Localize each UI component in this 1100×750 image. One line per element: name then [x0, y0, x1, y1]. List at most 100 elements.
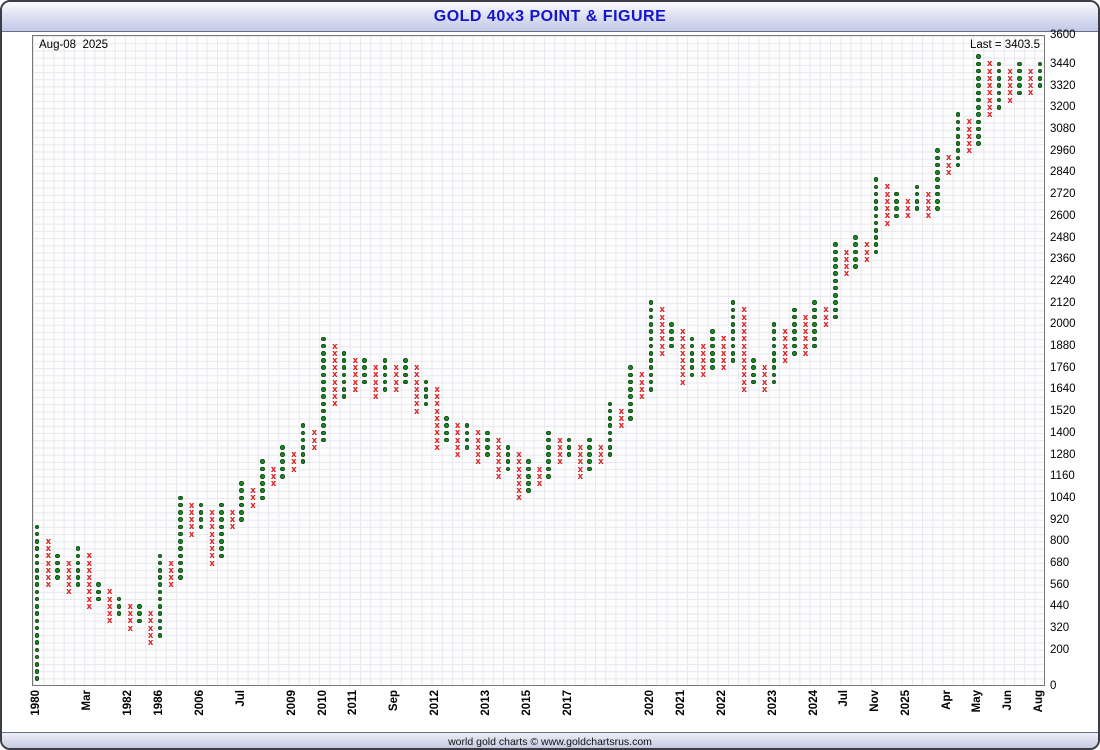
down-mark: x [700, 348, 706, 359]
y-tick-label: 3320 [1050, 79, 1076, 92]
up-mark [955, 162, 961, 168]
up-mark [812, 343, 818, 349]
up-mark [587, 445, 592, 450]
up-mark [873, 184, 879, 190]
down-mark: x [147, 638, 154, 649]
up-mark [546, 473, 552, 479]
down-mark: x [413, 399, 420, 410]
y-tick-label: 2960 [1050, 144, 1076, 157]
up-mark [955, 141, 961, 146]
up-mark [403, 358, 408, 363]
down-mark: x [352, 370, 359, 381]
down-mark: x [352, 363, 359, 374]
up-mark [996, 83, 1002, 88]
up-mark [792, 350, 797, 356]
y-tick-label: 1280 [1050, 448, 1076, 461]
up-mark [116, 611, 122, 616]
x-tick-label: Jul [838, 690, 851, 707]
down-mark: x [741, 377, 747, 388]
up-mark [34, 589, 40, 595]
y-tick-label: 0 [1050, 680, 1057, 692]
down-mark: x [332, 384, 338, 395]
down-mark: x [454, 450, 461, 461]
up-mark [996, 61, 1002, 67]
up-mark [546, 437, 552, 443]
down-mark: x [680, 334, 686, 345]
up-mark [1017, 83, 1022, 88]
down-mark: x [741, 319, 747, 330]
down-mark: x [1007, 73, 1013, 84]
down-mark: x [332, 356, 338, 366]
x-tick-label: 2024 [807, 690, 820, 716]
up-mark [525, 473, 531, 479]
up-mark [382, 372, 388, 378]
up-mark [300, 452, 306, 457]
x-tick-label: Mar [81, 690, 94, 711]
up-mark [914, 191, 920, 197]
up-mark [566, 452, 572, 457]
down-mark: x [434, 442, 440, 453]
up-mark [976, 119, 981, 125]
down-mark: x [168, 580, 174, 591]
down-mark: x [454, 435, 461, 446]
down-mark: x [659, 319, 666, 330]
x-tick-label: 2020 [644, 690, 657, 716]
up-mark [832, 242, 838, 248]
down-mark: x [700, 341, 706, 352]
up-mark [832, 256, 838, 262]
up-mark [792, 307, 797, 313]
up-mark [259, 495, 265, 501]
up-mark [853, 256, 858, 262]
up-mark [771, 329, 777, 334]
up-mark [730, 307, 736, 313]
down-mark: x [618, 421, 625, 432]
down-mark: x [659, 305, 666, 316]
down-mark: x [986, 102, 993, 113]
up-mark [239, 502, 245, 508]
down-mark: x [577, 442, 584, 453]
down-mark: x [434, 406, 440, 417]
down-mark: x [393, 377, 399, 388]
up-mark [955, 155, 961, 161]
up-mark [689, 350, 695, 356]
y-tick-label: 3440 [1050, 57, 1076, 70]
down-mark: x [270, 464, 277, 475]
up-mark [853, 242, 858, 248]
up-mark [55, 560, 60, 566]
down-mark: x [250, 493, 256, 504]
up-mark [423, 394, 429, 399]
down-mark: x [843, 261, 850, 272]
down-mark: x [823, 319, 829, 330]
down-mark: x [761, 370, 768, 381]
down-mark: x [680, 356, 686, 366]
up-mark [362, 358, 367, 363]
up-mark [648, 329, 654, 334]
down-mark: x [188, 515, 195, 526]
down-mark: x [475, 457, 481, 468]
x-tick-label: 2012 [429, 690, 442, 716]
down-mark: x [106, 616, 113, 627]
up-mark [730, 322, 736, 327]
up-mark [812, 322, 818, 327]
down-mark: x [66, 580, 72, 591]
down-mark: x [680, 348, 686, 359]
up-mark [157, 567, 163, 573]
y-tick-label: 800 [1050, 535, 1070, 548]
up-mark [423, 401, 429, 407]
up-mark [587, 452, 592, 457]
down-mark: x [250, 486, 256, 497]
up-mark [34, 647, 40, 653]
down-mark: x [311, 435, 318, 446]
up-mark [525, 481, 531, 486]
up-mark [955, 126, 961, 132]
down-mark: x [700, 363, 706, 374]
up-mark [710, 329, 715, 334]
down-mark: x [86, 573, 92, 583]
x-tick-label: 2025 [899, 690, 912, 716]
up-mark [341, 358, 347, 363]
down-mark: x [516, 486, 522, 497]
down-mark: x [209, 558, 215, 569]
up-mark [525, 459, 531, 465]
up-mark [178, 524, 183, 530]
